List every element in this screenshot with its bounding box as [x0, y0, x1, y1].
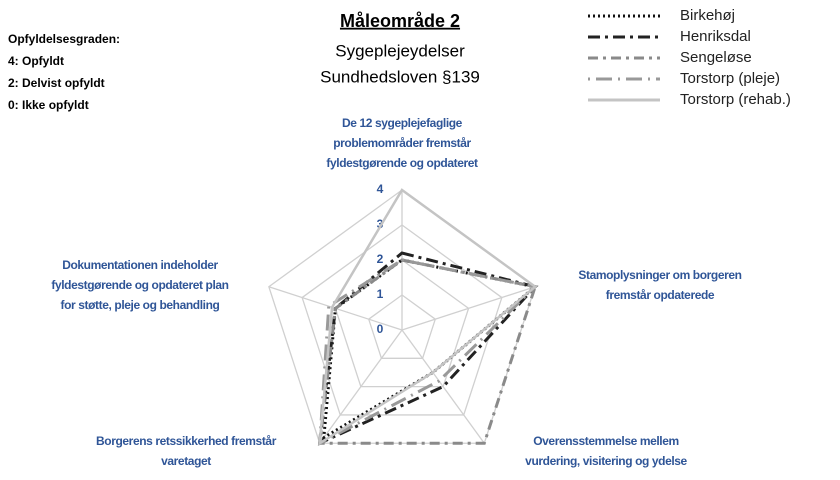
- spoke: [319, 329, 403, 444]
- axis-label: problemområder fremstår: [333, 136, 471, 150]
- spoke: [401, 329, 485, 444]
- axis-label: for støtte, pleje og behandling: [61, 298, 220, 312]
- subtitle: Sygeplejeydelser: [335, 41, 465, 60]
- grid-ring: [367, 294, 437, 359]
- legend-label: Sengeløse: [680, 49, 752, 66]
- note-line: 4: Opfyldt: [8, 54, 64, 68]
- tick-label: 4: [377, 182, 384, 196]
- tick-label: 1: [377, 287, 384, 301]
- legend-label: Torstorp (rehab.): [680, 91, 791, 108]
- series-line: [318, 188, 538, 446]
- axis-label: Overensstemmelse mellem: [533, 434, 679, 448]
- tick-label: 0: [377, 322, 384, 336]
- tick-label: 2: [377, 252, 384, 266]
- axis-label: Dokumentationen indeholder: [62, 258, 218, 272]
- legend-label: Torstorp (pleje): [680, 70, 780, 87]
- tick-label: 3: [377, 217, 384, 231]
- axis-label: Stamoplysninger om borgeren: [578, 268, 741, 282]
- series-line: [318, 258, 538, 445]
- chart-title: Måleområde 2: [340, 11, 460, 31]
- legend-label: Birkehøj: [680, 7, 735, 24]
- legend-label: Henriksdal: [680, 28, 751, 45]
- axis-label: fyldestgørende og opdateret plan: [51, 278, 228, 292]
- spoke: [401, 286, 536, 331]
- axis-label: vurdering, visitering og ydelse: [525, 454, 687, 468]
- subtitle: Sundhedsloven §139: [320, 67, 480, 86]
- series-line: [322, 258, 539, 441]
- axis-label: varetaget: [161, 454, 211, 468]
- note-line: 2: Delvist opfyldt: [8, 76, 105, 90]
- note-line: 0: Ikke opfyldt: [8, 98, 89, 112]
- axis-label: fremstår opdaterede: [606, 288, 715, 302]
- note-line: Opfyldelsesgraden:: [8, 32, 120, 46]
- grid-ring: [301, 224, 503, 416]
- axis-label: fyldestgørende og opdateret: [326, 156, 478, 170]
- series-line: [318, 258, 539, 446]
- axis-label: Borgerens retssikkerhed fremstår: [96, 434, 277, 448]
- axis-label: De 12 sygeplejefaglige: [342, 116, 463, 130]
